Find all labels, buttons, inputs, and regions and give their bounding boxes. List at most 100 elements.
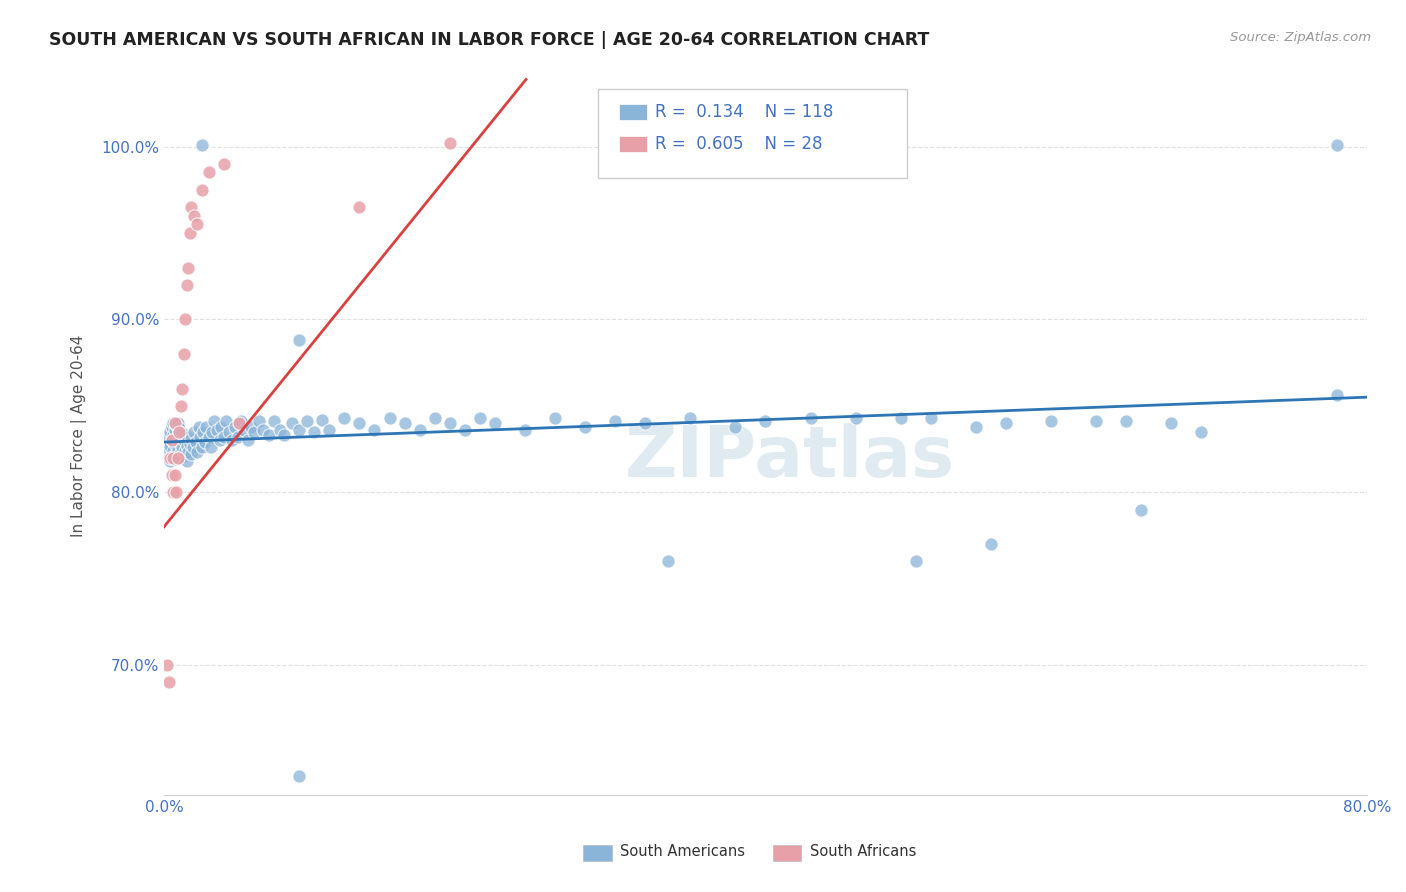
Point <box>162 450 184 465</box>
Point <box>634 416 657 430</box>
Point <box>177 445 200 459</box>
Point <box>657 554 679 568</box>
Point <box>163 467 186 482</box>
Point <box>439 416 461 430</box>
Point <box>190 440 212 454</box>
Point <box>190 137 212 152</box>
Point <box>191 425 214 439</box>
Point <box>174 428 197 442</box>
Point <box>1115 414 1137 428</box>
Point <box>160 467 183 482</box>
Point <box>184 435 207 450</box>
Point <box>180 432 202 446</box>
Point <box>890 411 912 425</box>
Point <box>163 437 186 451</box>
Point <box>228 416 250 430</box>
Point <box>318 423 340 437</box>
Point <box>160 434 183 448</box>
Point <box>186 445 208 459</box>
Point <box>167 435 190 450</box>
Point <box>159 450 181 465</box>
Point <box>186 218 208 232</box>
Point <box>157 675 180 690</box>
Point <box>162 443 184 458</box>
Point <box>176 439 198 453</box>
Point <box>214 414 236 428</box>
Point <box>170 382 193 396</box>
Point <box>724 419 747 434</box>
Point <box>363 423 385 437</box>
Point <box>333 411 356 425</box>
Point <box>160 434 183 448</box>
Point <box>205 423 228 437</box>
Point <box>754 414 776 428</box>
Point <box>190 183 212 197</box>
Point <box>169 430 191 444</box>
Point <box>198 430 221 444</box>
Point <box>202 414 225 428</box>
Point <box>439 136 461 150</box>
Point <box>157 442 180 456</box>
Text: South Americans: South Americans <box>620 845 745 859</box>
Point <box>159 454 181 468</box>
Point <box>209 419 232 434</box>
Point <box>177 260 200 275</box>
Point <box>224 419 246 434</box>
Point <box>162 485 184 500</box>
Point <box>200 440 222 454</box>
Point <box>212 157 235 171</box>
Point <box>574 419 596 434</box>
Point <box>163 423 186 437</box>
Point <box>194 435 217 450</box>
Point <box>218 425 240 439</box>
Point <box>195 419 218 434</box>
Point <box>180 200 202 214</box>
Point <box>468 411 491 425</box>
Point <box>273 428 295 442</box>
Point <box>304 425 326 439</box>
Point <box>170 440 193 454</box>
Point <box>170 426 193 441</box>
Point <box>513 423 536 437</box>
Point <box>167 425 190 439</box>
Point <box>799 411 821 425</box>
Point <box>221 434 243 448</box>
Point <box>160 449 183 463</box>
Point <box>163 452 186 467</box>
Point <box>166 416 188 430</box>
Point <box>179 226 201 240</box>
Point <box>187 419 209 434</box>
Point <box>226 430 249 444</box>
Point <box>183 209 205 223</box>
Point <box>201 425 224 439</box>
Point <box>162 428 184 442</box>
Text: R =  0.134    N = 118: R = 0.134 N = 118 <box>655 103 834 121</box>
Point <box>349 200 371 214</box>
Point <box>229 414 252 428</box>
Text: South Africans: South Africans <box>810 845 917 859</box>
Point <box>167 421 190 435</box>
Point <box>163 416 186 430</box>
Point <box>295 414 318 428</box>
Point <box>603 414 626 428</box>
Point <box>423 411 446 425</box>
Point <box>269 423 291 437</box>
Point <box>408 423 430 437</box>
Point <box>173 347 195 361</box>
Point <box>1130 502 1153 516</box>
Point <box>166 442 188 456</box>
Point <box>166 428 188 442</box>
Point <box>378 411 401 425</box>
Point <box>1326 137 1348 152</box>
Text: SOUTH AMERICAN VS SOUTH AFRICAN IN LABOR FORCE | AGE 20-64 CORRELATION CHART: SOUTH AMERICAN VS SOUTH AFRICAN IN LABOR… <box>49 31 929 49</box>
Point <box>544 411 567 425</box>
Point <box>679 411 702 425</box>
Point <box>165 447 187 461</box>
Point <box>183 425 205 439</box>
Point <box>159 425 181 439</box>
Point <box>166 450 188 465</box>
Point <box>180 447 202 461</box>
Point <box>156 658 179 673</box>
Point <box>165 417 187 432</box>
Point <box>394 416 416 430</box>
